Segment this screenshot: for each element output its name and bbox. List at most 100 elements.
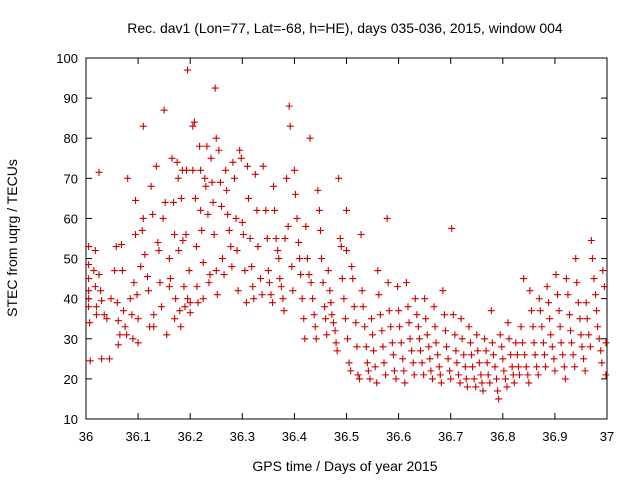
data-point	[120, 307, 128, 315]
data-point	[197, 206, 205, 214]
data-point	[332, 339, 340, 347]
data-point	[229, 158, 237, 166]
data-point	[481, 335, 489, 343]
data-point	[262, 206, 270, 214]
data-point	[513, 351, 521, 359]
data-point	[210, 230, 218, 238]
x-tick-label: 36.9	[542, 429, 567, 444]
data-point	[446, 367, 454, 375]
data-point	[562, 275, 570, 283]
data-point	[171, 315, 179, 323]
data-point	[143, 273, 151, 281]
data-point	[276, 275, 284, 283]
data-point	[488, 339, 496, 347]
data-point	[302, 222, 310, 230]
data-point	[301, 335, 309, 343]
y-tick-label: 10	[64, 412, 78, 427]
data-point	[277, 283, 285, 291]
data-point	[271, 206, 279, 214]
data-point	[415, 335, 423, 343]
data-point	[390, 367, 398, 375]
data-point	[576, 315, 584, 323]
data-point	[536, 307, 544, 315]
data-point	[479, 387, 487, 395]
data-point	[186, 309, 194, 317]
data-point	[180, 283, 188, 291]
data-point	[116, 331, 124, 339]
data-point	[317, 255, 325, 263]
data-point	[427, 367, 435, 375]
data-point	[309, 295, 317, 303]
data-point	[425, 343, 433, 351]
data-point	[166, 275, 174, 283]
data-point	[296, 255, 304, 263]
data-point	[542, 363, 550, 371]
data-point	[237, 154, 245, 162]
data-point	[504, 319, 512, 327]
data-point	[363, 359, 371, 367]
data-point	[326, 287, 334, 295]
data-point	[597, 347, 605, 355]
data-point	[263, 235, 271, 242]
data-point	[550, 355, 558, 363]
data-point	[207, 154, 215, 162]
data-point	[475, 359, 483, 367]
data-point	[496, 331, 504, 339]
data-point	[364, 367, 372, 375]
y-tick-label: 70	[64, 171, 78, 186]
data-point	[359, 303, 367, 311]
data-point	[138, 226, 146, 234]
data-point	[383, 214, 391, 222]
data-point	[547, 331, 555, 339]
data-point	[297, 271, 305, 279]
data-point	[396, 323, 404, 331]
data-point	[267, 291, 275, 299]
data-point	[435, 363, 443, 371]
data-point	[493, 375, 501, 383]
data-point	[91, 247, 99, 255]
data-point	[336, 235, 344, 242]
data-point	[431, 323, 439, 331]
data-point	[602, 371, 610, 379]
data-point	[410, 371, 418, 379]
data-point	[385, 307, 393, 315]
data-point	[349, 275, 357, 283]
data-point	[370, 347, 378, 355]
data-point	[344, 335, 352, 343]
data-point	[568, 339, 576, 347]
data-point	[95, 168, 103, 176]
data-point	[100, 311, 108, 319]
data-point	[540, 351, 548, 359]
data-point	[161, 198, 169, 206]
data-point	[593, 307, 601, 315]
data-point	[232, 214, 240, 222]
data-point	[362, 343, 370, 351]
y-tick-label: 80	[64, 131, 78, 146]
data-point	[248, 263, 256, 271]
data-point	[97, 287, 105, 295]
data-point	[456, 379, 464, 387]
data-point	[578, 343, 586, 351]
data-point	[216, 178, 224, 186]
data-point	[418, 359, 426, 367]
data-point	[95, 271, 103, 279]
data-point	[196, 142, 204, 150]
data-point	[569, 351, 577, 359]
data-point	[371, 363, 379, 371]
data-point	[212, 134, 220, 142]
data-point	[289, 287, 297, 295]
data-point	[580, 355, 588, 363]
data-point	[515, 371, 523, 379]
data-point	[507, 351, 515, 359]
data-point	[225, 226, 233, 234]
data-point	[598, 359, 606, 367]
data-point	[487, 307, 495, 315]
data-point	[472, 383, 480, 391]
data-point	[311, 323, 319, 331]
data-point	[572, 255, 580, 263]
data-point	[199, 295, 207, 303]
data-point	[312, 335, 320, 343]
data-point	[238, 218, 246, 226]
data-point	[577, 331, 585, 339]
